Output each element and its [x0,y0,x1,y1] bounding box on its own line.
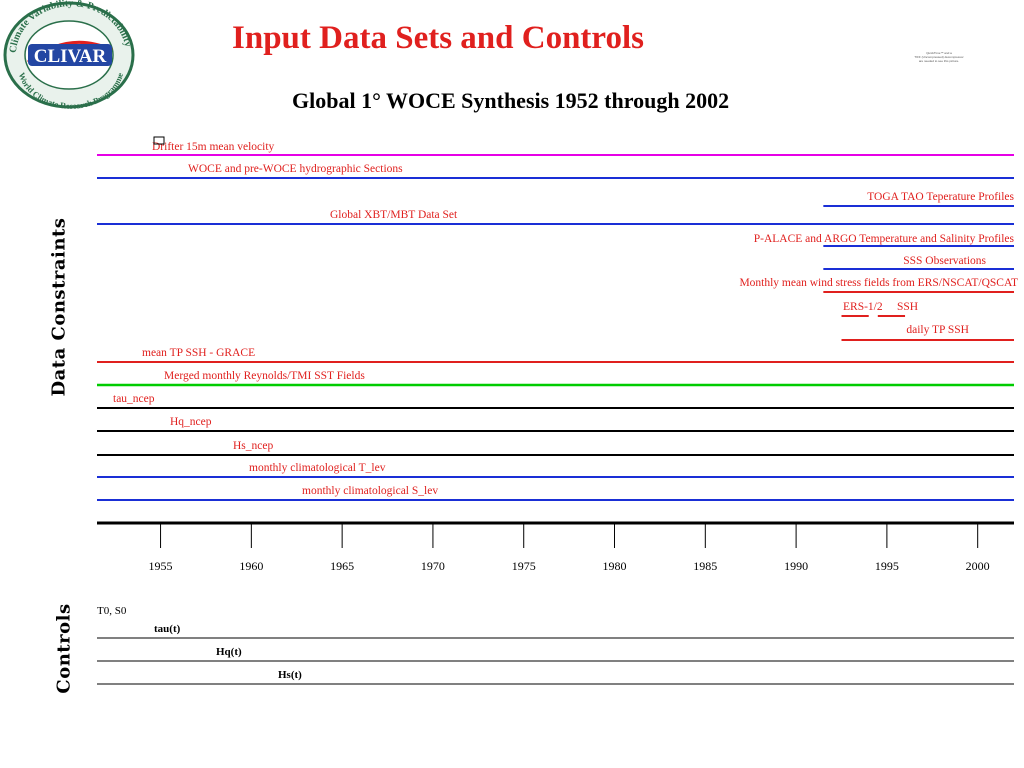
constraint-label: daily TP SSH [906,324,969,336]
constraint-label: SSS Observations [903,255,986,267]
constraint-label: P-ALACE and ARGO Temperature and Salinit… [754,233,1015,245]
slide-title: Input Data Sets and Controls [232,20,644,56]
axis-tick-label: 1965 [330,559,354,573]
constraint-label: Hs_ncep [233,440,273,452]
axis-tick-label: 1980 [603,559,627,573]
note-line: are needed to see this picture. [918,59,960,63]
axis-tick-label: 1960 [239,559,263,573]
control-bars: T0, S0 tau(t) Hq(t) Hs(t) [97,605,1014,685]
constraint-label: Merged monthly Reynolds/TMI SST Fields [164,370,365,382]
constraint-label: Global XBT/MBT Data Set [330,209,458,221]
axis-tick-label: 1985 [693,559,717,573]
missing-picture-note: QuickTime™ and a TIFF (Uncompressed) dec… [904,51,974,63]
data-constraint-bars: Drifter 15m mean velocity WOCE and pre-WO… [97,136,1018,501]
constraint-label: TOGA TAO Teperature Profiles [867,191,1014,203]
diagram-subtitle: Global 1° WOCE Synthesis 1952 through 20… [292,88,730,113]
constraint-label: Monthly mean wind stress fields from ERS… [739,277,1018,289]
control-label: tau(t) [154,623,181,635]
logo-wordmark: CLIVAR [34,46,107,67]
constraint-label: monthly climatological S_lev [302,485,438,497]
clivar-logo: Climate Variability & Predictability Wor… [3,0,135,110]
constraint-label: WOCE and pre-WOCE hydrographic Sections [188,163,403,175]
control-label: T0, S0 [97,605,127,617]
constraint-label: Drifter 15m mean velocity [152,141,275,153]
constraint-label: monthly climatological T_lev [249,462,386,474]
note-line: TIFF (Uncompressed) decompressor [914,55,964,59]
drifter-marker-icon [153,136,165,145]
note-line: QuickTime™ and a [926,51,952,55]
axis-tick-label: 1995 [875,559,899,573]
logo-wordmark-bg [28,44,112,66]
axis-tick-label: 2000 [966,559,990,573]
axis-tick-label: 1990 [784,559,808,573]
constraint-label: ERS-1/2 [843,301,883,313]
control-label: Hq(t) [216,646,242,658]
axis-tick-label: 1955 [149,559,173,573]
axis-tick-label: 1970 [421,559,445,573]
time-axis: 1955 1960 1965 1970 1975 1980 1985 1990 1995 2000 [97,521,1014,573]
constraint-label: Hq_ncep [170,416,212,428]
control-label: Hs(t) [278,669,302,681]
axis-tick-label: 1975 [512,559,536,573]
constraint-label: mean TP SSH - GRACE [142,347,255,359]
constraint-label: SSH [897,301,918,313]
constraint-label: tau_ncep [113,393,155,405]
